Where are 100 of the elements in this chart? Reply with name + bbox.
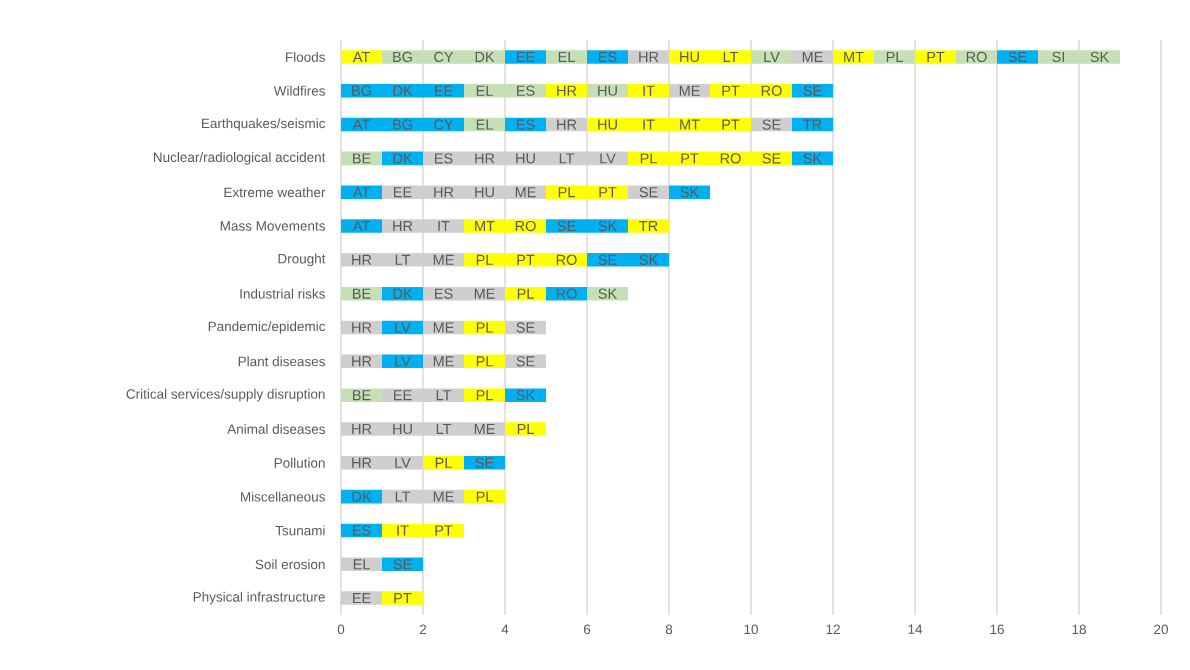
data-label: LT xyxy=(395,254,411,265)
data-label: SK xyxy=(639,254,659,265)
data-label: BE xyxy=(353,288,371,299)
data-label: SE xyxy=(393,559,412,570)
data-label: IT xyxy=(397,525,409,536)
data-label: PL xyxy=(517,288,534,299)
data-label: EE xyxy=(394,187,412,198)
data-label: PL xyxy=(476,254,493,265)
data-label: BG xyxy=(393,51,412,63)
data-label: HU xyxy=(475,187,494,198)
data-label: TR xyxy=(803,119,822,130)
data-label: ME xyxy=(474,288,495,299)
data-label: HU xyxy=(680,51,699,62)
bar xyxy=(915,50,957,64)
y-tick-label: Pandemic/epidemic xyxy=(208,321,326,334)
data-label: HU xyxy=(598,119,617,130)
data-label: AT xyxy=(352,187,370,198)
data-label: ME xyxy=(679,85,700,96)
data-label: ES xyxy=(435,153,453,164)
data-label: HR xyxy=(434,187,454,198)
data-label: IT xyxy=(643,119,655,130)
data-label: PT xyxy=(927,51,945,62)
data-label: ES xyxy=(517,85,535,96)
data-label: DK xyxy=(393,85,413,96)
data-label: LT xyxy=(436,390,452,401)
data-label: HU xyxy=(598,85,617,96)
data-label: DK xyxy=(352,491,372,502)
data-label: EE xyxy=(394,390,412,401)
data-label: PT xyxy=(394,593,412,604)
data-label: ME xyxy=(802,51,823,62)
y-tick-label: Miscellaneous xyxy=(241,491,325,502)
data-label: SE xyxy=(803,85,822,96)
data-label: LV xyxy=(764,51,780,62)
data-label: HR xyxy=(352,254,372,265)
data-label: ES xyxy=(517,119,535,130)
data-label: ME xyxy=(433,356,454,367)
data-label: HU xyxy=(516,153,535,164)
data-label: LT xyxy=(723,51,739,62)
bar xyxy=(792,83,834,98)
data-label: ME xyxy=(433,322,454,333)
data-label: ES xyxy=(599,51,617,63)
data-label: ES xyxy=(435,288,453,299)
data-label: EE xyxy=(435,85,453,96)
x-tick-label: 8 xyxy=(665,624,673,635)
x-tick-label: 10 xyxy=(744,624,758,635)
data-label: PL xyxy=(435,457,452,468)
data-label: DK xyxy=(393,288,413,299)
data-label: HR xyxy=(352,356,372,367)
data-label: AT xyxy=(352,221,370,232)
data-label: BG xyxy=(393,119,412,130)
data-label: ES xyxy=(353,525,371,536)
data-label: DK xyxy=(475,51,495,62)
y-tick-label: Nuclear/radiological accident xyxy=(153,152,326,165)
y-tick-label: Physical infrastructure xyxy=(193,591,325,605)
y-tick-label: Plant diseases xyxy=(238,356,325,367)
x-tick-label: 0 xyxy=(337,624,345,635)
data-label: LT xyxy=(559,153,575,164)
x-tick-label: 2 xyxy=(419,624,427,634)
bar xyxy=(464,388,506,402)
bar xyxy=(833,50,875,64)
data-label: PT xyxy=(681,153,699,164)
y-tick-label: Pollution xyxy=(274,457,325,468)
data-label: SI xyxy=(1052,51,1065,63)
x-tick-label: 14 xyxy=(908,624,923,634)
data-label: PL xyxy=(886,51,903,62)
data-label: PT xyxy=(722,119,740,130)
bar xyxy=(997,50,1039,64)
data-label: HU xyxy=(393,423,412,435)
data-label: SE xyxy=(762,153,781,164)
bar xyxy=(956,50,998,64)
data-label: PT xyxy=(435,525,453,536)
y-tick-label: Tsunami xyxy=(275,525,325,536)
data-label: LV xyxy=(395,457,411,468)
data-label: HR xyxy=(352,322,372,333)
data-label: LT xyxy=(395,491,411,502)
data-label: HR xyxy=(352,457,372,468)
data-label: MT xyxy=(680,119,700,130)
data-label: SK xyxy=(803,153,823,164)
data-label: SK xyxy=(680,187,700,198)
data-label: RO xyxy=(556,254,577,265)
data-label: ME xyxy=(474,423,495,434)
data-label: MT xyxy=(844,51,864,62)
data-label: PL xyxy=(517,423,534,434)
data-label: HR xyxy=(639,51,659,62)
data-label: SK xyxy=(598,288,618,299)
data-label: MT xyxy=(475,221,495,232)
data-label: AT xyxy=(352,51,370,62)
bar xyxy=(874,50,916,64)
data-label: PL xyxy=(640,153,657,164)
bar xyxy=(587,50,628,64)
data-label: SE xyxy=(516,322,535,333)
data-label: PL xyxy=(558,187,575,198)
data-label: SE xyxy=(1008,51,1027,63)
y-tick-label: Drought xyxy=(278,253,326,267)
data-label: EL xyxy=(353,559,370,570)
data-label: SK xyxy=(598,220,618,232)
x-tick-label: 12 xyxy=(826,624,840,634)
data-label: PL xyxy=(476,491,493,502)
data-label: SE xyxy=(762,119,781,130)
data-label: HR xyxy=(557,119,577,130)
